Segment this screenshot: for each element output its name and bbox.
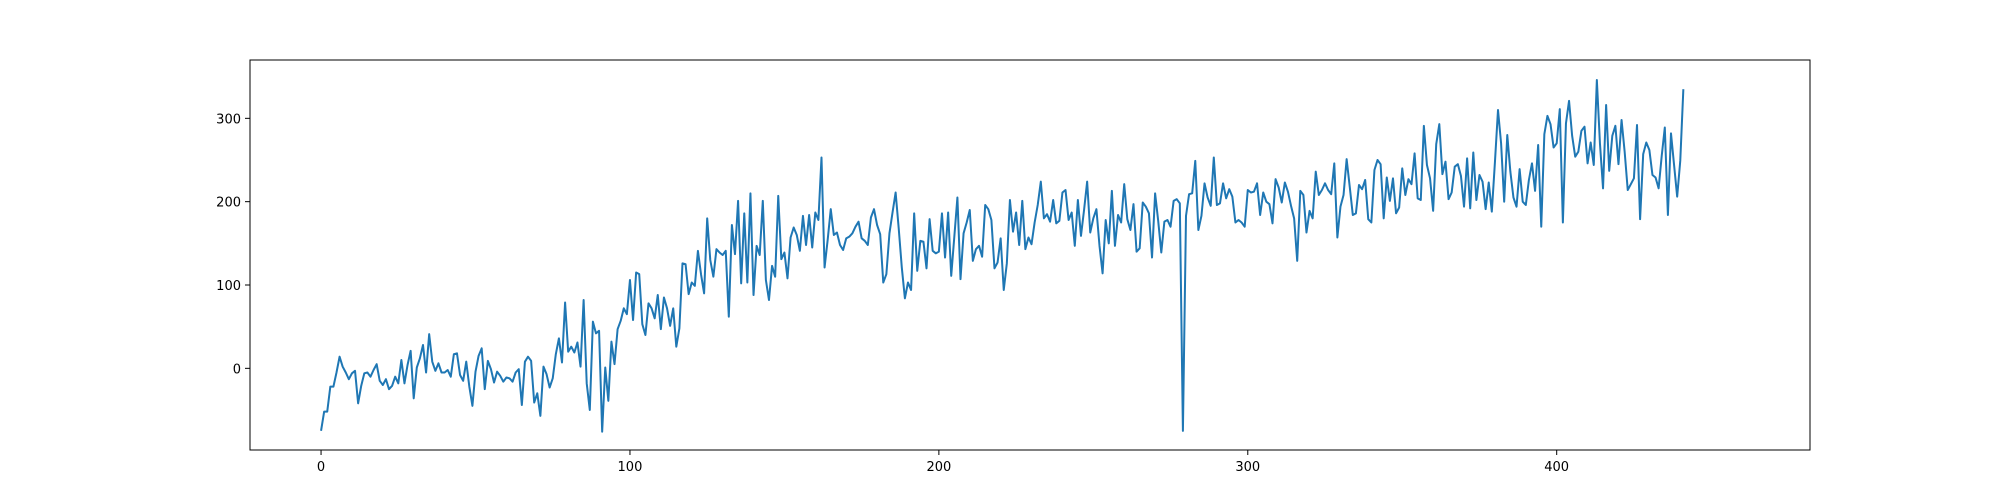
- y-tick-label: 100: [216, 279, 241, 294]
- y-axis: 0 100 200 300: [216, 112, 250, 377]
- x-tick-label: 300: [1235, 460, 1260, 475]
- y-tick-label: 0: [233, 362, 241, 377]
- series-line: [320, 79, 1685, 433]
- plot-frame: [249, 59, 1811, 451]
- x-tick-label: 400: [1544, 460, 1569, 475]
- plot-area: [320, 79, 1685, 433]
- x-axis: 0 100 200 300 400: [317, 450, 1569, 475]
- x-tick-label: 100: [618, 460, 643, 475]
- y-tick-label: 300: [216, 112, 241, 127]
- y-tick-label: 200: [216, 196, 241, 211]
- x-tick-label: 0: [317, 460, 325, 475]
- x-tick-label: 200: [926, 460, 951, 475]
